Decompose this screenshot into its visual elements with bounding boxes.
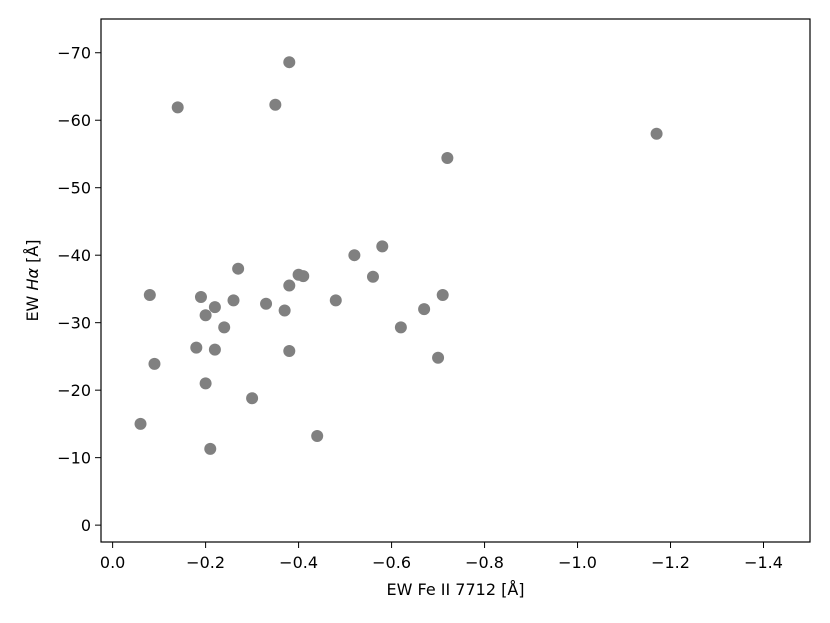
y-tick-label: −70 [57, 44, 91, 63]
data-point [348, 249, 361, 262]
x-tick-label: −1.0 [558, 553, 597, 572]
y-tick-label: −40 [57, 246, 91, 265]
data-point [204, 442, 217, 455]
y-tick-label: 0 [81, 516, 91, 535]
data-point [329, 294, 342, 307]
y-tick-label: −50 [57, 179, 91, 198]
data-point [311, 430, 324, 443]
data-point [278, 304, 291, 317]
data-point [246, 392, 259, 405]
x-tick-label: −0.6 [372, 553, 411, 572]
data-point [171, 101, 184, 114]
y-axis-label-prefix: EW [23, 291, 42, 322]
data-point [232, 262, 245, 275]
data-point [134, 417, 147, 430]
y-tick-label: −30 [57, 314, 91, 333]
y-axis-label-symbol: Hα [23, 268, 42, 291]
x-tick-label: 0.0 [100, 553, 125, 572]
data-point [376, 240, 389, 253]
data-point [283, 279, 296, 292]
x-tick-label: −1.2 [651, 553, 690, 572]
data-point [218, 321, 231, 334]
data-point [199, 377, 212, 390]
x-tick-label: −0.4 [279, 553, 318, 572]
y-axis-ticks: 0 −10 −20 −30 −40 −50 −60 −70 [57, 44, 101, 535]
x-tick-label: −0.8 [465, 553, 504, 572]
data-point [432, 351, 445, 364]
data-point [436, 289, 449, 302]
data-point [441, 152, 454, 165]
data-point [260, 297, 273, 310]
data-point [297, 270, 310, 283]
data-point [148, 357, 161, 370]
data-point [394, 321, 407, 334]
data-point [199, 309, 212, 322]
plot-frame [100, 18, 811, 543]
data-point [269, 98, 282, 111]
data-point [283, 56, 296, 69]
y-axis-label: EW Hα [Å] [23, 239, 42, 321]
x-tick-label: −0.2 [186, 553, 225, 572]
data-point [208, 301, 221, 314]
data-point [143, 289, 156, 302]
data-point [190, 341, 203, 354]
y-tick-label: −60 [57, 111, 91, 130]
data-point [227, 294, 240, 307]
y-tick-label: −10 [57, 449, 91, 468]
y-axis-label-suffix: [Å] [23, 239, 42, 268]
data-point [366, 270, 379, 283]
x-tick-label: −1.4 [744, 553, 783, 572]
x-axis-label: EW Fe II 7712 [Å] [386, 580, 524, 599]
data-point [194, 291, 207, 304]
data-points [134, 56, 663, 455]
data-point [418, 303, 431, 316]
data-point [650, 127, 663, 140]
data-point [283, 345, 296, 358]
x-axis-ticks: 0.0 −0.2 −0.4 −0.6 −0.8 −1.0 −1.2 −1.4 [100, 542, 783, 572]
data-point [208, 343, 221, 356]
y-tick-label: −20 [57, 381, 91, 400]
